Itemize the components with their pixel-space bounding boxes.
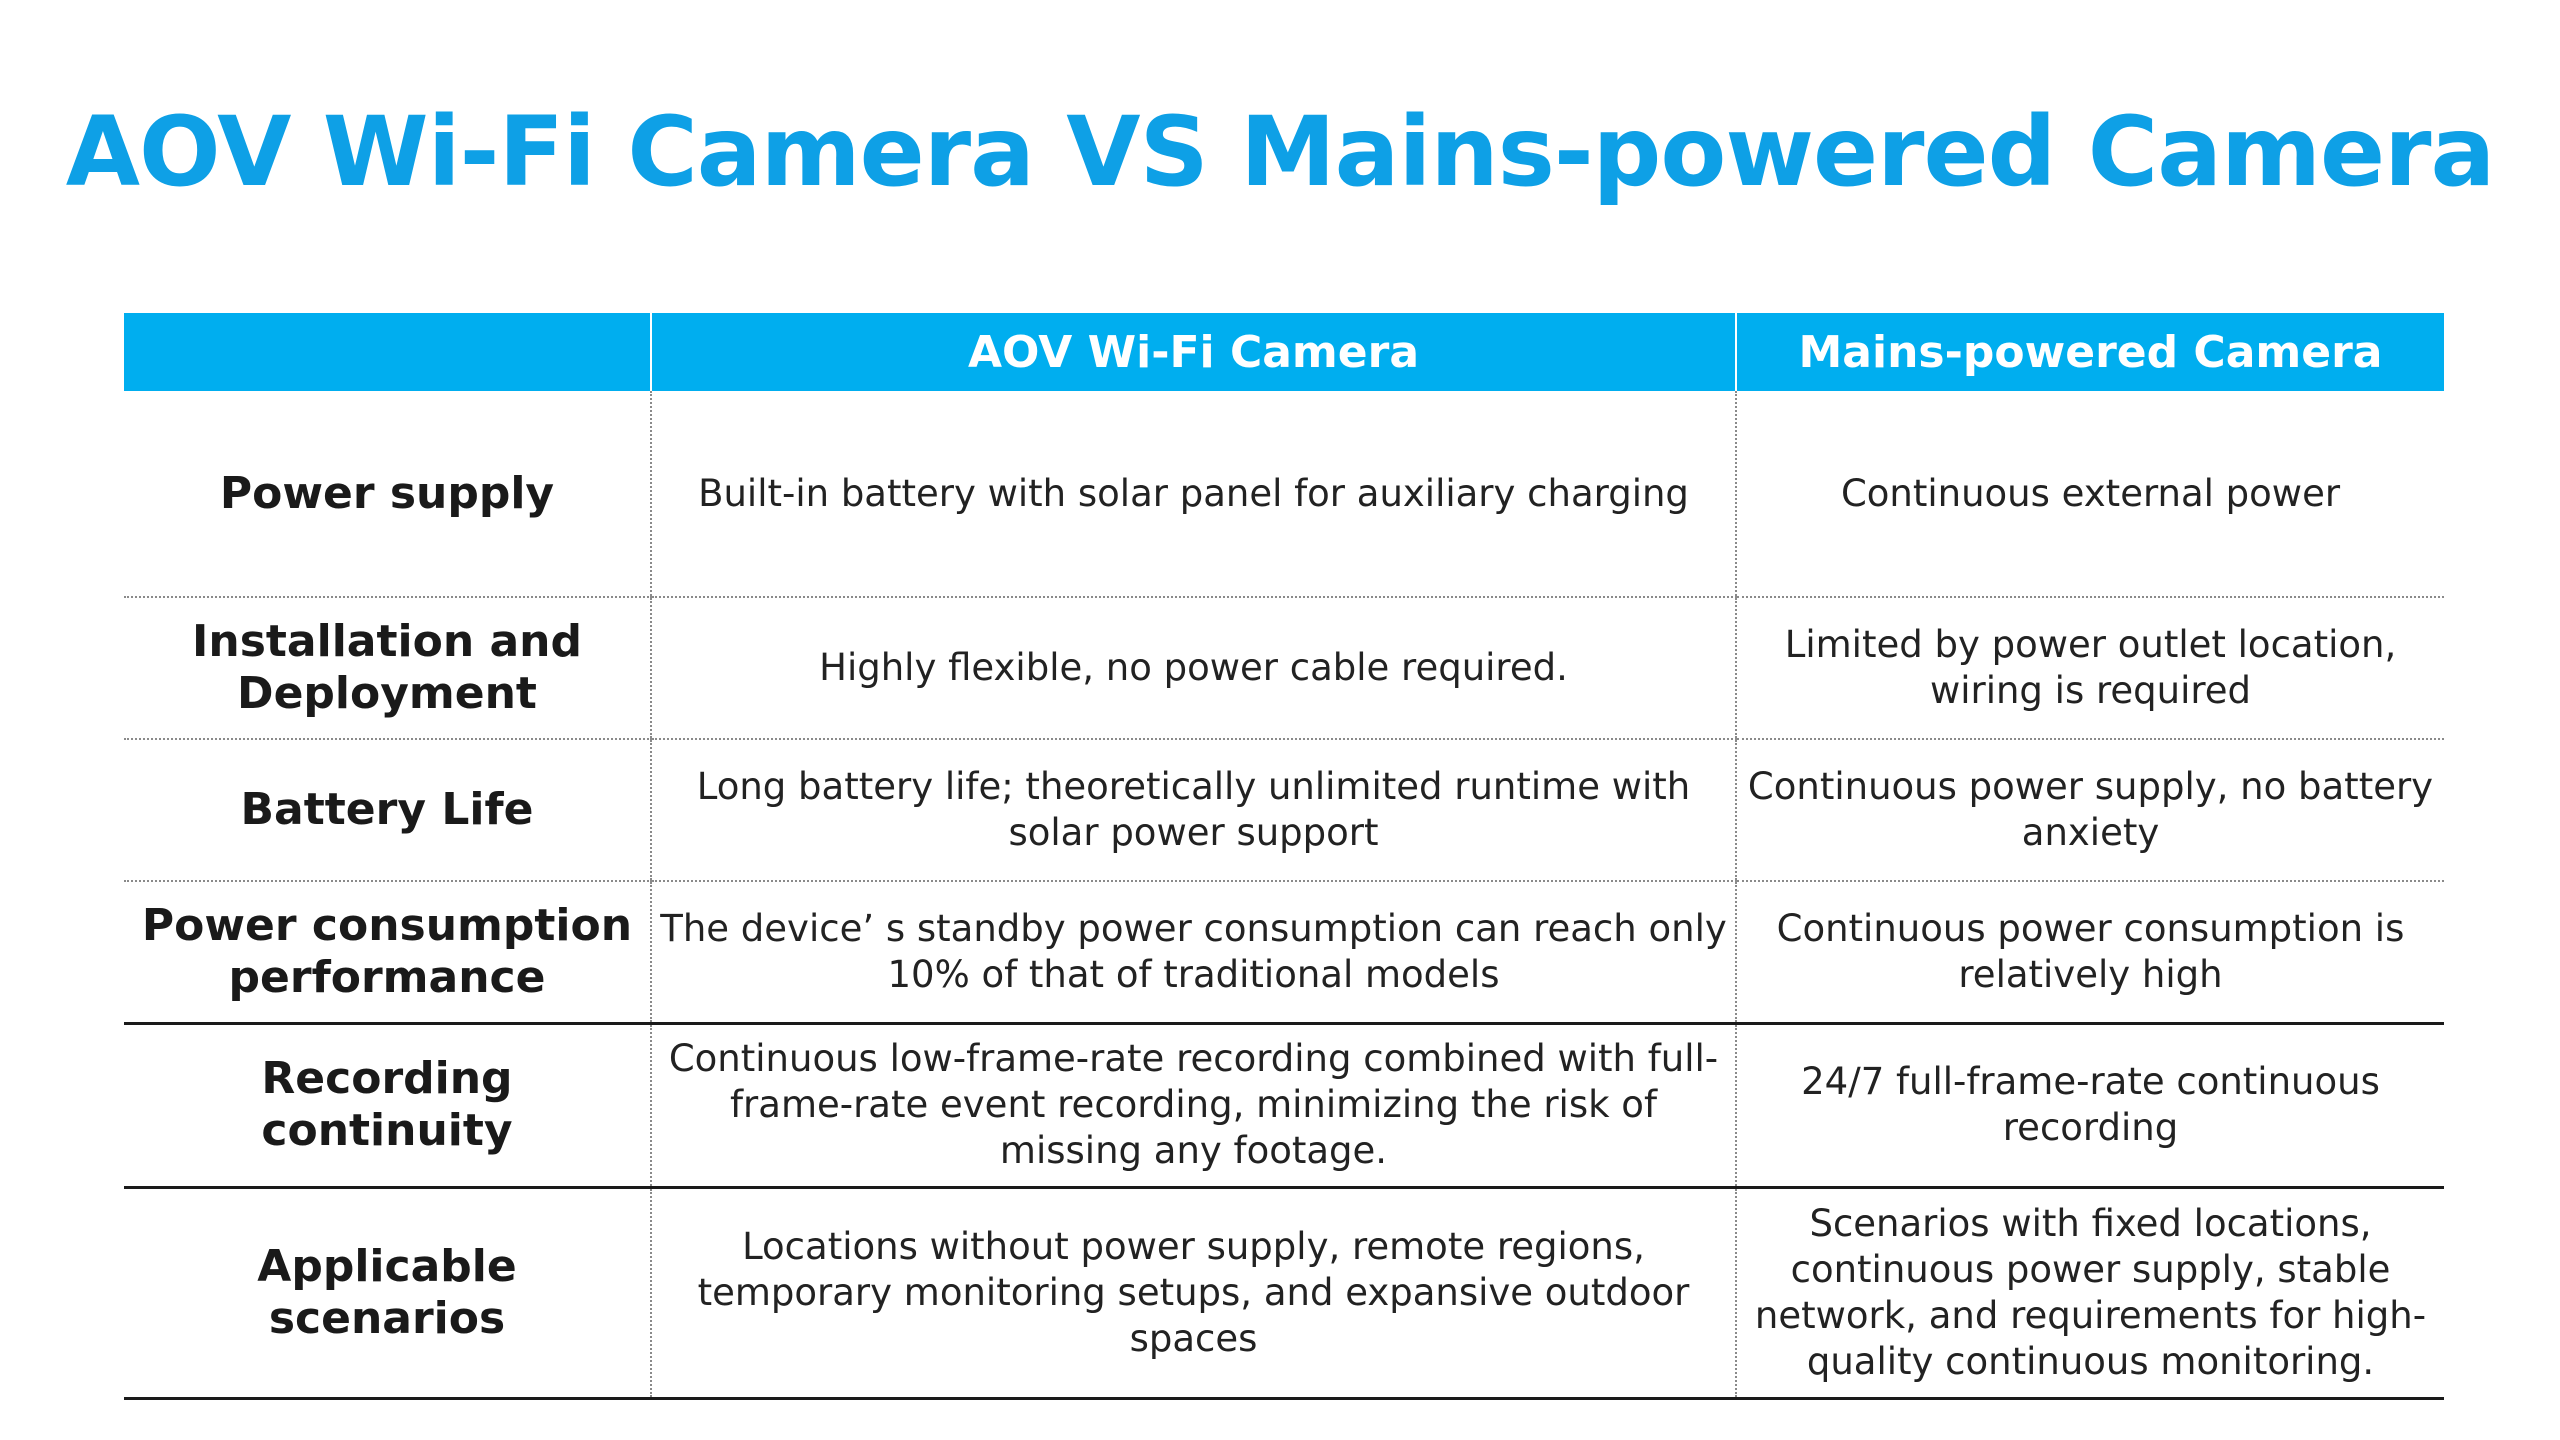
aov-cell: Built-in battery with solar panel for au… [650, 391, 1736, 598]
table-row: Power supply Built-in battery with solar… [124, 391, 2444, 598]
mains-cell: Continuous external power [1735, 391, 2444, 598]
row-label: Recording continuity [124, 1023, 651, 1189]
mains-cell: Continuous power supply, no battery anxi… [1735, 739, 2444, 882]
aov-cell: Long battery life; theoretically unlimit… [650, 739, 1736, 882]
row-label: Power supply [124, 391, 651, 598]
table-row: Power consumption performance The device… [124, 881, 2444, 1025]
aov-cell: Highly flexible, no power cable required… [650, 597, 1736, 740]
header-cell-aov: AOV Wi-Fi Camera [650, 313, 1736, 391]
header-cell-empty [124, 313, 651, 391]
comparison-table: AOV Wi-Fi Camera Mains-powered Camera Po… [124, 313, 2444, 1400]
mains-cell: 24/7 full-frame-rate continuous recordin… [1735, 1023, 2444, 1189]
aov-cell: Continuous low-frame-rate recording comb… [650, 1023, 1736, 1189]
table-row: Battery Life Long battery life; theoreti… [124, 739, 2444, 882]
aov-cell: The device’ s standby power consumption … [650, 881, 1736, 1025]
mains-cell: Continuous power consumption is relative… [1735, 881, 2444, 1025]
aov-cell: Locations without power supply, remote r… [650, 1187, 1736, 1400]
header-row: AOV Wi-Fi Camera Mains-powered Camera [124, 313, 2444, 391]
table-body: Power supply Built-in battery with solar… [124, 391, 2444, 1400]
mains-cell: Scenarios with fixed locations, continuo… [1735, 1187, 2444, 1400]
table-row: Applicable scenarios Locations without p… [124, 1187, 2444, 1400]
row-label: Power consumption performance [124, 881, 651, 1025]
row-label: Battery Life [124, 739, 651, 882]
row-label: Installation and Deployment [124, 597, 651, 740]
mains-cell: Limited by power outlet location, wiring… [1735, 597, 2444, 740]
row-label: Applicable scenarios [124, 1187, 651, 1400]
header-cell-mains: Mains-powered Camera [1735, 313, 2444, 391]
table-header: AOV Wi-Fi Camera Mains-powered Camera [124, 313, 2444, 391]
table-row: Installation and Deployment Highly flexi… [124, 597, 2444, 740]
page-title: AOV Wi-Fi Camera VS Mains-powered Camera [65, 96, 2495, 208]
table-row: Recording continuity Continuous low-fram… [124, 1023, 2444, 1189]
